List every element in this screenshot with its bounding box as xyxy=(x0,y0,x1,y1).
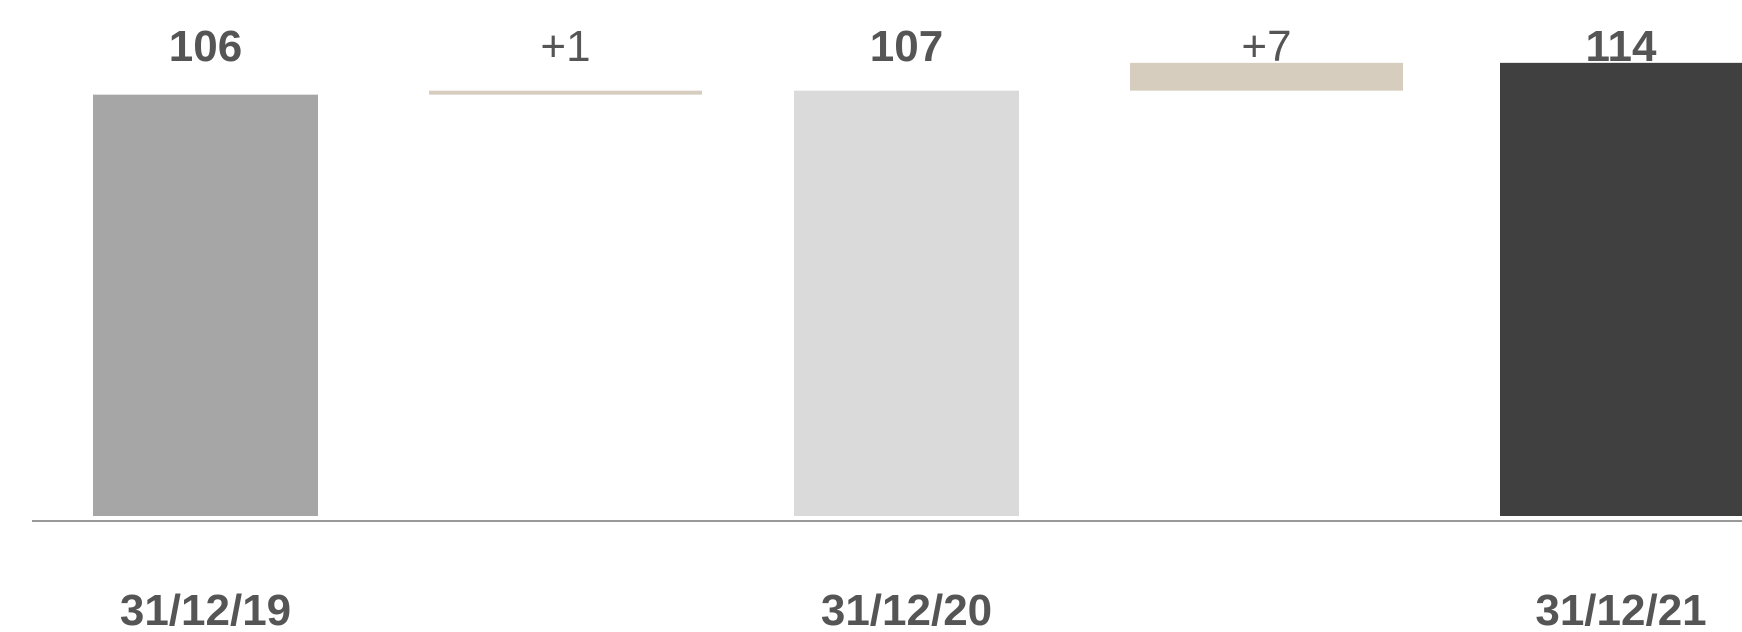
total-bar xyxy=(93,94,318,517)
category-label: 31/12/21 xyxy=(1535,586,1706,632)
labels-layer: 106 31/12/19 +1 107 31/12/20 +7 114 31/12/21 xyxy=(120,22,1707,632)
total-bar xyxy=(794,90,1019,517)
total-value-label: 114 xyxy=(1586,22,1658,71)
total-bar xyxy=(1500,62,1742,516)
delta-bar xyxy=(1130,62,1403,91)
delta-value-label: +1 xyxy=(540,22,590,71)
total-value-label: 106 xyxy=(169,22,242,71)
bars-layer xyxy=(93,62,1742,517)
delta-bar xyxy=(429,90,702,95)
total-value-label: 107 xyxy=(870,22,943,71)
category-label: 31/12/20 xyxy=(821,586,992,632)
category-label: 31/12/19 xyxy=(120,586,291,632)
delta-value-label: +7 xyxy=(1241,22,1291,71)
